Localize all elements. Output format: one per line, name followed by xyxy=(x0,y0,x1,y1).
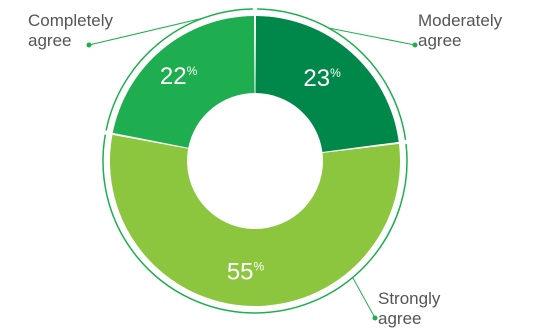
donut-slice-strongly-agree xyxy=(109,134,401,306)
donut-slice-completely-agree xyxy=(112,16,255,148)
category-label-moderately-agree: Moderately agree xyxy=(418,11,503,50)
leader-dot xyxy=(86,42,92,48)
leader-dot xyxy=(372,315,378,321)
leader-line xyxy=(88,17,204,46)
slice-value-label: 23% xyxy=(303,65,341,92)
leader-dot xyxy=(412,42,418,48)
outer-ring-arc xyxy=(105,8,253,131)
donut-slice-moderately-agree xyxy=(255,16,399,153)
outer-ring-arc xyxy=(257,8,407,140)
leader-line xyxy=(352,277,376,319)
category-label-completely-agree: Completely agree xyxy=(28,11,114,50)
category-label-strongly-agree: Strongly agree xyxy=(378,289,441,328)
outer-ring-arc xyxy=(102,134,408,314)
leader-line xyxy=(328,27,416,46)
slice-value-label: 55% xyxy=(227,258,265,285)
slice-value-label: 22% xyxy=(160,63,198,90)
